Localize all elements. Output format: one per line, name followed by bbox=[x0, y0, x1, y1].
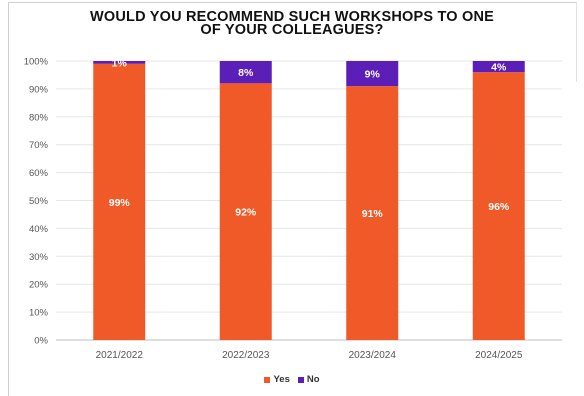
y-tick-label: 70% bbox=[29, 140, 49, 151]
data-label-no: 9% bbox=[365, 69, 381, 81]
data-label-yes: 96% bbox=[488, 201, 510, 213]
data-label-yes: 91% bbox=[362, 208, 384, 220]
y-tick-label: 60% bbox=[29, 168, 49, 179]
x-tick-label: 2021/2022 bbox=[96, 350, 144, 361]
y-tick-label: 40% bbox=[29, 224, 49, 235]
frame-edge bbox=[576, 2, 577, 82]
legend-label-yes: Yes bbox=[273, 374, 290, 385]
bar-yes bbox=[219, 83, 272, 340]
bar-no bbox=[219, 61, 272, 84]
y-tick-label: 50% bbox=[29, 196, 49, 207]
chart-title: WOULD YOU RECOMMEND SUCH WORKSHOPS TO ON… bbox=[0, 9, 584, 38]
data-label-no: 4% bbox=[491, 62, 507, 74]
bar-yes bbox=[346, 86, 399, 340]
data-label-no: 8% bbox=[238, 67, 254, 79]
y-tick-label: 80% bbox=[29, 112, 49, 123]
x-tick-label: 2023/2024 bbox=[349, 350, 397, 361]
legend-swatch-no bbox=[297, 376, 304, 383]
data-label-yes: 99% bbox=[109, 197, 131, 209]
data-label-no: 1% bbox=[112, 57, 128, 69]
legend-item-no: No bbox=[297, 374, 320, 385]
bar-yes bbox=[472, 72, 525, 340]
data-label-yes: 92% bbox=[235, 207, 257, 219]
legend-item-yes: Yes bbox=[264, 374, 290, 385]
x-tick-label: 2022/2023 bbox=[222, 350, 270, 361]
chart-frame bbox=[8, 2, 577, 396]
chart-title-line-2: OF YOUR COLLEAGUES? bbox=[200, 22, 384, 38]
y-tick-label: 90% bbox=[29, 84, 49, 95]
x-tick-label: 2024/2025 bbox=[475, 350, 523, 361]
y-tick-label: 20% bbox=[29, 280, 49, 291]
bar-no bbox=[472, 61, 525, 73]
y-tick-label: 30% bbox=[29, 252, 49, 263]
y-tick-label: 10% bbox=[29, 308, 49, 319]
y-tick-label: 0% bbox=[34, 336, 48, 347]
bar-yes bbox=[93, 63, 146, 340]
legend: Yes No bbox=[0, 374, 584, 385]
bar-no bbox=[93, 61, 146, 64]
legend-label-no: No bbox=[306, 374, 320, 385]
bar-no bbox=[346, 61, 399, 87]
legend-swatch-yes bbox=[264, 376, 271, 383]
y-tick-label: 100% bbox=[24, 57, 49, 68]
chart-title-line-1: WOULD YOU RECOMMEND SUCH WORKSHOPS TO ON… bbox=[89, 9, 494, 25]
